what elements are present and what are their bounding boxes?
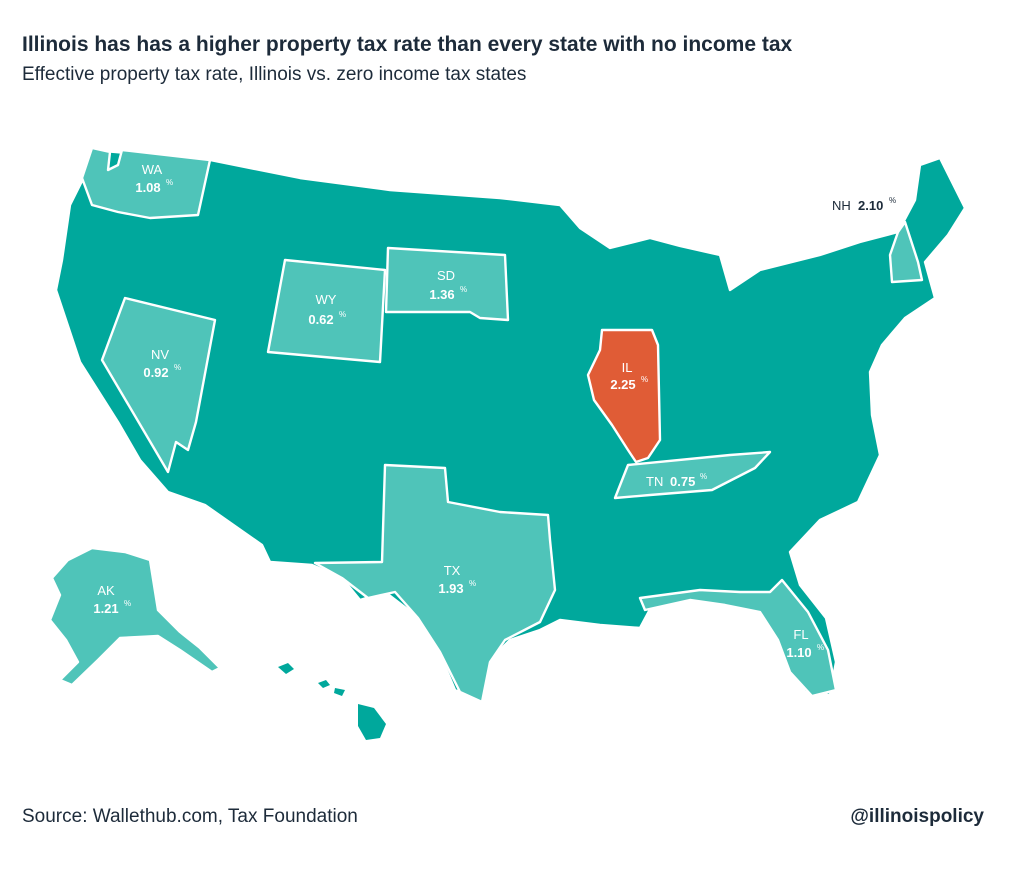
label-tn-unit: %: [700, 472, 707, 481]
label-ak-unit: %: [124, 599, 131, 608]
chart-subtitle: Effective property tax rate, Illinois vs…: [22, 64, 527, 85]
chart-title: Illinois has has a higher property tax r…: [22, 33, 793, 56]
label-tn-rate: 0.75: [670, 474, 695, 489]
state-nv: [100, 296, 217, 474]
state-tn: [613, 450, 772, 500]
state-wa: [80, 146, 212, 220]
label-fl-abbr: FL: [793, 627, 808, 642]
state-tx: [313, 463, 557, 704]
brand-handle[interactable]: @illinoispolicy: [850, 806, 984, 827]
label-sd-abbr: SD: [437, 268, 455, 283]
label-sd-rate: 1.36: [429, 287, 454, 302]
state-fl: [638, 578, 838, 698]
state-ak: [48, 546, 222, 687]
label-wy-unit: %: [339, 310, 346, 319]
label-il-unit: %: [641, 375, 648, 384]
label-tx-rate: 1.93: [438, 581, 463, 596]
label-fl-unit: %: [817, 643, 824, 652]
label-wy-abbr: WY: [316, 292, 337, 307]
label-nv-unit: %: [174, 363, 181, 372]
state-nh: [888, 220, 924, 284]
label-nv-abbr: NV: [151, 347, 169, 362]
label-wa-rate: 1.08: [135, 180, 160, 195]
label-wa-abbr: WA: [142, 162, 163, 177]
label-nh-rate: 2.10: [858, 198, 883, 213]
state-sd: [384, 246, 510, 322]
label-tx-abbr: TX: [444, 563, 461, 578]
source-note: Source: Wallethub.com, Tax Foundation: [22, 806, 358, 827]
label-fl-rate: 1.10: [786, 645, 811, 660]
label-nv-rate: 0.92: [143, 365, 168, 380]
label-il-rate: 2.25: [610, 377, 635, 392]
label-tn-abbr: TN: [646, 474, 663, 489]
label-nh-unit: %: [889, 196, 896, 205]
label-il-abbr: IL: [622, 360, 633, 375]
label-ak-rate: 1.21: [93, 601, 118, 616]
label-ak-abbr: AK: [97, 583, 115, 598]
state-il: [586, 328, 662, 464]
label-tx-unit: %: [469, 579, 476, 588]
label-sd-unit: %: [460, 285, 467, 294]
label-wy-rate: 0.62: [308, 312, 333, 327]
state-wy: [266, 258, 387, 364]
label-nh-abbr: NH: [832, 198, 851, 213]
state-hi: [278, 663, 386, 740]
label-wa-unit: %: [166, 178, 173, 187]
